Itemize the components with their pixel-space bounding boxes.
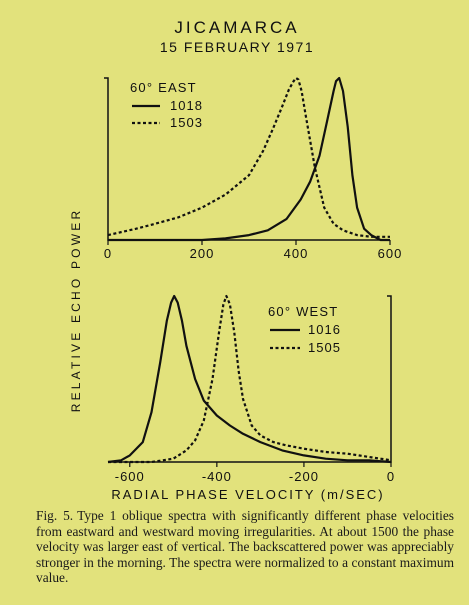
series-line-1016 xyxy=(107,294,392,464)
legend-entry: 1503 xyxy=(170,115,203,130)
x-tick-label: 600 xyxy=(378,246,403,261)
legend-entry: 1505 xyxy=(308,340,341,355)
series-line-1505 xyxy=(108,294,392,464)
caption-label: Fig. 5. xyxy=(36,508,74,523)
figure-title: JICAMARCA xyxy=(174,18,299,37)
x-tick-label: -600 xyxy=(115,469,145,484)
x-tick-label: -400 xyxy=(202,469,232,484)
figure-caption: Fig. 5. Type 1 oblique spectra with signi… xyxy=(36,508,454,586)
x-tick-label: 0 xyxy=(387,469,395,484)
axes-frame xyxy=(108,295,392,463)
caption-text: Type 1 oblique spectra with significantl… xyxy=(36,508,454,586)
series-line-1018 xyxy=(108,76,390,242)
figure-date: 15 FEBRUARY 1971 xyxy=(160,39,314,55)
x-tick-label: 0 xyxy=(104,246,112,261)
west-panel: -600 -400 -200 0 60° WEST 1016 1505 xyxy=(107,294,395,484)
x-tick-label: 400 xyxy=(284,246,309,261)
panel-label: 60° EAST xyxy=(130,80,197,95)
x-tick-label: 200 xyxy=(190,246,215,261)
axes-frame xyxy=(104,77,390,241)
panel-label: 60° WEST xyxy=(268,304,338,319)
y-axis-label: RELATIVE ECHO POWER xyxy=(69,208,83,413)
x-tick-label: -200 xyxy=(289,469,319,484)
east-panel: 0 200 400 600 60° EAST 1018 1503 xyxy=(104,76,403,261)
x-axis-label: RADIAL PHASE VELOCITY (m/SEC) xyxy=(111,487,384,502)
legend-entry: 1016 xyxy=(308,322,341,337)
legend-entry: 1018 xyxy=(170,98,203,113)
series-line-1503 xyxy=(107,76,390,238)
